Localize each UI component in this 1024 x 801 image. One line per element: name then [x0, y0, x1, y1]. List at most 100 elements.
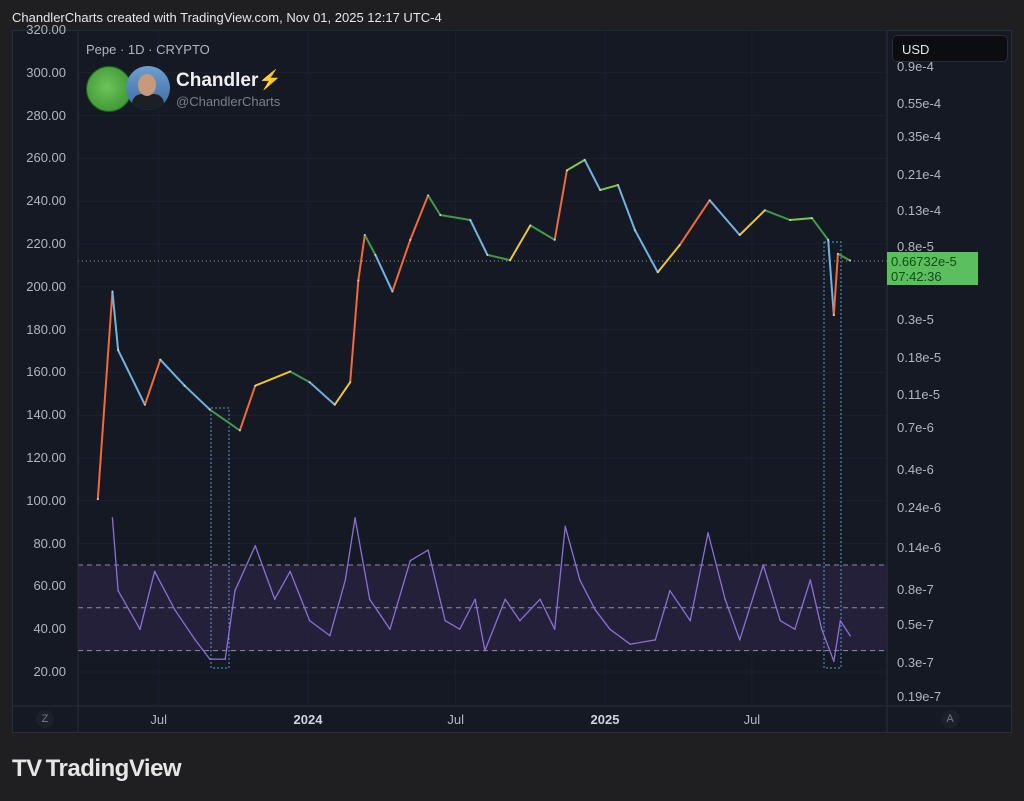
left-axis-tick: 200.00	[26, 278, 66, 294]
right-axis-tick: 0.3e-5	[897, 311, 934, 327]
rsi-point	[809, 579, 812, 581]
left-axis-tick: 60.00	[33, 578, 66, 594]
right-axis-tick: 0.19e-7	[897, 688, 942, 704]
chart-caption: ChandlerCharts created with TradingView.…	[12, 10, 442, 25]
price-segment	[254, 370, 291, 387]
price-segment	[374, 254, 394, 292]
bar-countdown: 07:42:36	[891, 269, 942, 284]
price-segment	[553, 170, 568, 241]
price-point	[289, 370, 292, 373]
right-axis-tick: 0.35e-4	[897, 129, 942, 145]
price-segment	[739, 209, 766, 236]
price-segment	[656, 244, 681, 273]
rsi-point	[409, 559, 412, 562]
price-point	[238, 429, 241, 432]
price-point	[409, 238, 412, 241]
right-axis-tick: 0.24e-6	[897, 499, 942, 515]
price-point	[827, 238, 830, 241]
price-segment	[827, 239, 835, 316]
price-segment	[209, 408, 241, 432]
left-axis-tick: 160.00	[26, 364, 66, 380]
right-axis-tick: 0.18e-5	[897, 349, 942, 365]
left-axis-tick: 100.00	[26, 492, 66, 508]
author-handle: @ChandlerCharts	[176, 94, 281, 109]
rsi-segment	[111, 517, 119, 591]
rsi-segment	[579, 579, 596, 611]
price-segment	[529, 224, 556, 241]
rsi-point	[839, 619, 842, 622]
rsi-segment	[839, 620, 851, 636]
rsi-segment	[564, 526, 581, 581]
price-segment	[391, 239, 412, 292]
price-segment	[811, 217, 829, 241]
price-point	[553, 238, 556, 241]
right-axis-tick: 0.11e-5	[897, 386, 941, 402]
last-price-value: 0.66732e-5	[891, 254, 957, 269]
price-point	[678, 244, 681, 247]
left-axis-tick: 80.00	[33, 535, 66, 551]
price-point	[117, 349, 120, 352]
price-point	[208, 408, 211, 411]
right-axis-tick: 0.21e-4	[897, 167, 942, 183]
price-point	[427, 194, 430, 197]
price-segment	[427, 194, 442, 216]
rsi-point	[289, 570, 291, 573]
price-point	[836, 252, 839, 255]
rsi-point	[444, 619, 446, 622]
left-axis-tick: 20.00	[33, 664, 66, 679]
right-axis-tick: 0.9e-4	[897, 58, 934, 74]
rsi-point	[427, 549, 429, 551]
rsi-segment	[409, 549, 429, 562]
symbol-legend[interactable]: Pepe · 1D · CRYPTO	[86, 42, 210, 57]
price-point	[810, 217, 813, 220]
rsi-segment	[504, 598, 521, 622]
author-avatar	[126, 66, 170, 110]
rsi-point	[553, 628, 556, 630]
left-axis-tick: 220.00	[26, 236, 66, 251]
price-segment	[599, 184, 619, 192]
rsi-point	[654, 639, 657, 641]
price-point	[509, 259, 512, 262]
left-axis-tick: 320.00	[26, 22, 66, 37]
rsi-segment	[794, 579, 811, 630]
price-segment	[183, 384, 211, 411]
last-price-label: 0.66732e-5 07:42:36	[887, 252, 978, 285]
price-segment	[357, 234, 366, 281]
price-point	[656, 271, 659, 274]
price-point	[565, 169, 568, 172]
price-point	[849, 259, 852, 262]
rsi-point	[794, 628, 796, 630]
price-point	[529, 224, 532, 227]
right-axis-tick: 0.7e-6	[897, 420, 934, 436]
time-axis-tick: Jul	[447, 712, 464, 727]
left-axis-tick: 300.00	[26, 64, 66, 80]
price-segment	[566, 159, 586, 172]
right-axis-tick: 0.3e-7	[897, 654, 934, 670]
auto-scale-button[interactable]: A	[941, 710, 959, 728]
rsi-point	[762, 564, 765, 566]
price-segment	[111, 291, 120, 351]
tradingview-logo: TV TradingView	[12, 755, 182, 783]
rsi-point	[389, 628, 391, 630]
left-axis-tick: 40.00	[33, 621, 66, 637]
author-name: Chandler⚡	[176, 68, 282, 92]
rsi-segment	[254, 545, 276, 600]
time-axis-tick: 2025	[590, 712, 620, 727]
price-segment	[289, 370, 311, 384]
price-point	[254, 384, 257, 387]
rsi-segment	[669, 590, 691, 622]
price-segment	[678, 199, 711, 246]
price-point	[616, 184, 619, 187]
price-point	[599, 189, 602, 192]
zoom-button[interactable]: Z	[36, 710, 54, 728]
rsi-segment	[389, 560, 411, 630]
currency-button[interactable]: USD	[892, 35, 1008, 62]
rsi-segment	[654, 590, 671, 641]
left-axis-tick: 240.00	[26, 193, 66, 209]
time-axis-tick: Jul	[150, 712, 167, 727]
rsi-segment	[154, 571, 176, 611]
rsi-point	[669, 589, 671, 592]
right-axis-tick: 0.5e-7	[897, 616, 934, 632]
rsi-segment	[194, 639, 211, 660]
